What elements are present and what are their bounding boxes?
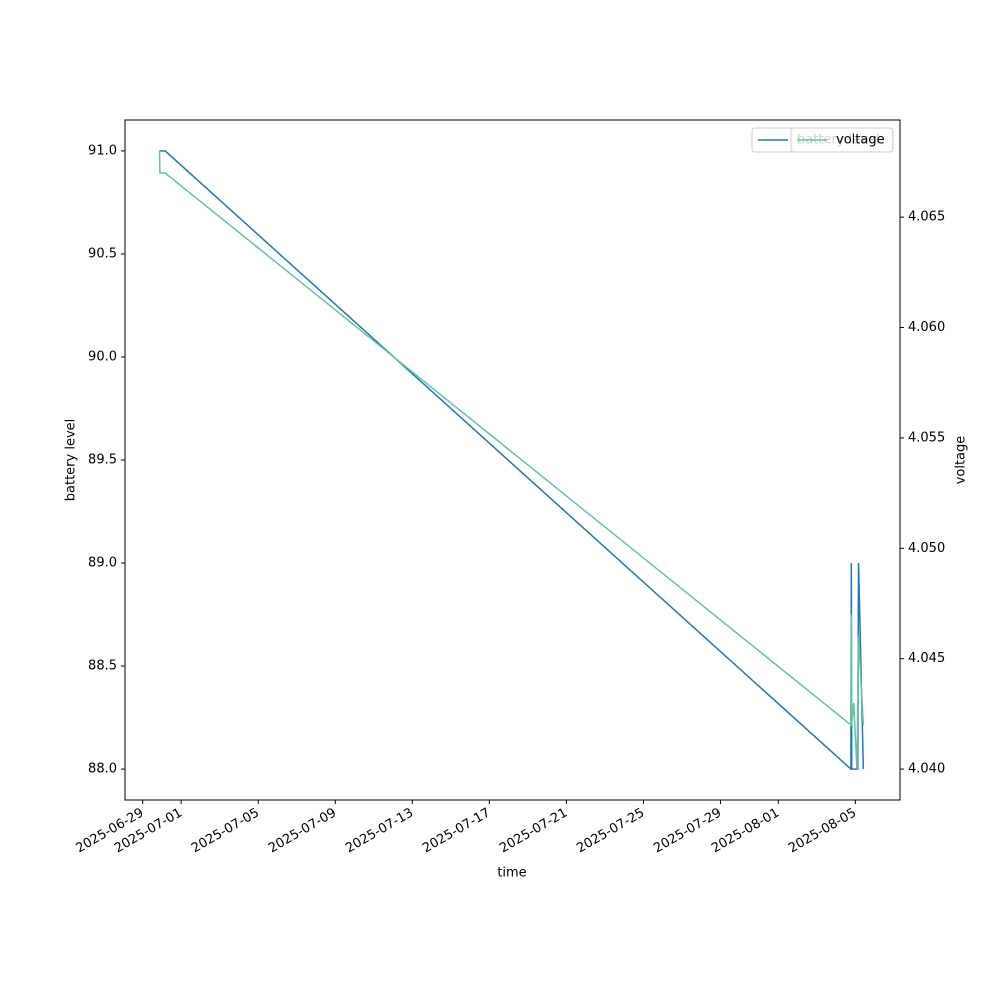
y2-tick-label: 4.050 xyxy=(908,541,945,556)
line-series xyxy=(159,150,865,771)
y2-tick-label: 4.060 xyxy=(908,320,945,335)
plot-frame xyxy=(124,119,901,801)
y-tick-label: 89.5 xyxy=(88,453,117,468)
line-series xyxy=(158,150,865,770)
legend-box xyxy=(790,127,894,153)
y-tick-label: 90.0 xyxy=(88,349,117,364)
y2-tick-label: 4.045 xyxy=(908,651,945,666)
y-axis-label: battery level xyxy=(64,419,79,502)
legend-label: voltage xyxy=(836,133,885,148)
y2-axis-label: voltage xyxy=(954,436,969,485)
x-tick-label: 2025-07-13 xyxy=(343,806,416,857)
x-tick-label: 2025-07-25 xyxy=(574,806,647,857)
x-tick-label: 2025-07-17 xyxy=(420,806,493,857)
x-tick-label: 2025-07-05 xyxy=(189,806,262,857)
y-tick-label: 89.0 xyxy=(88,556,117,571)
x-axis-label: time xyxy=(497,866,526,881)
y-tick-label: 90.5 xyxy=(88,246,117,261)
y-tick-label: 88.5 xyxy=(88,659,117,674)
y-tick-label: 91.0 xyxy=(88,143,117,158)
y2-tick-label: 4.040 xyxy=(908,762,945,777)
y2-tick-label: 4.055 xyxy=(908,430,945,445)
y-tick-label: 88.0 xyxy=(88,762,117,777)
x-tick-label: 2025-08-05 xyxy=(786,806,859,857)
x-tick-label: 2025-07-21 xyxy=(497,806,570,857)
y2-tick-label: 4.065 xyxy=(908,210,945,225)
x-tick-label: 2025-07-09 xyxy=(266,806,339,857)
